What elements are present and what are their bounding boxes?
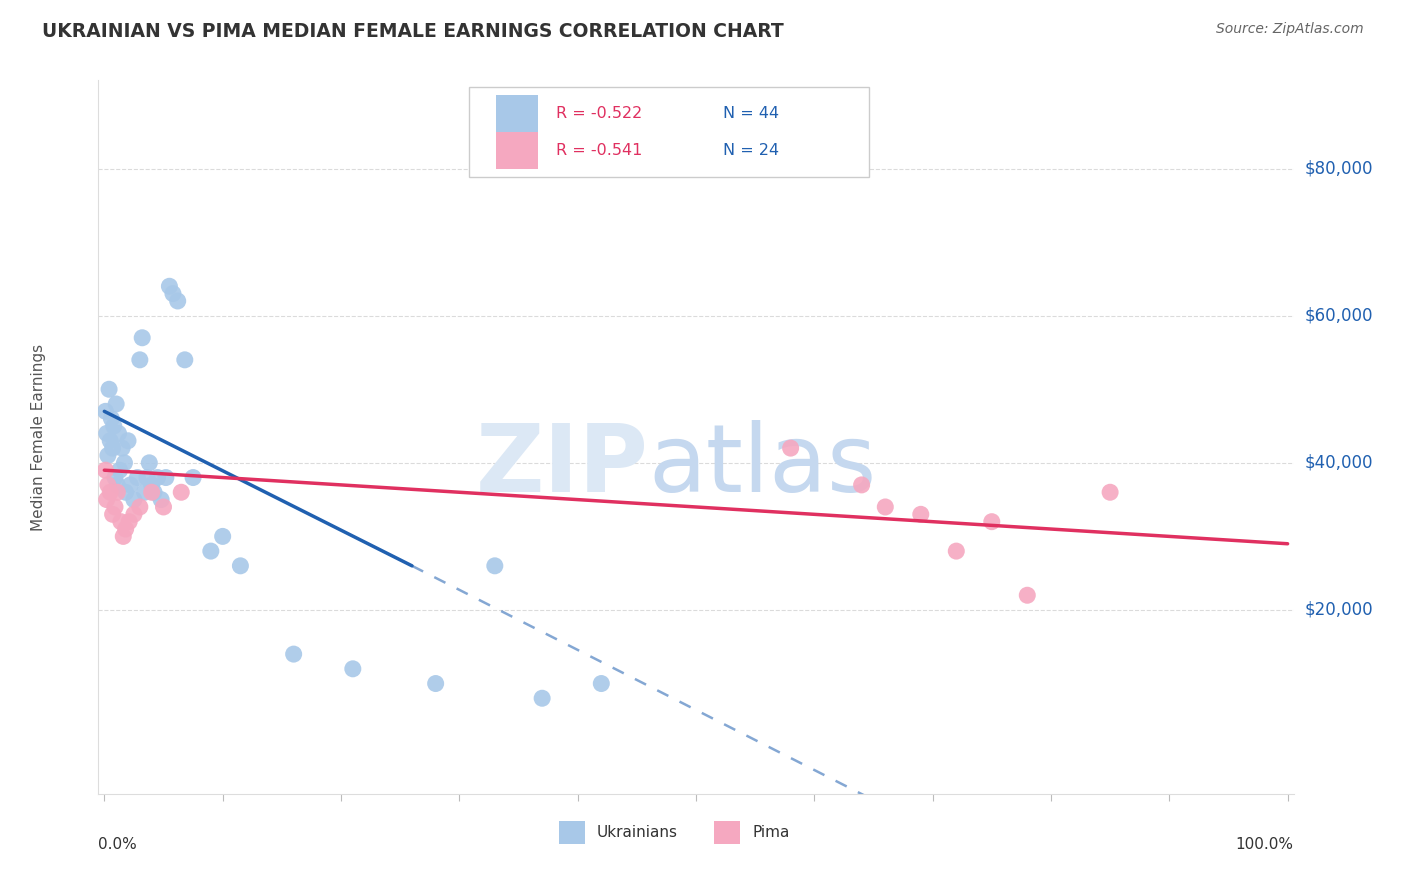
Point bbox=[105, 478, 128, 492]
Point bbox=[146, 470, 169, 484]
Point bbox=[98, 382, 121, 396]
Text: $80,000: $80,000 bbox=[1305, 160, 1374, 178]
Point bbox=[136, 470, 159, 484]
Point bbox=[100, 411, 122, 425]
Point bbox=[531, 691, 554, 706]
Point bbox=[945, 544, 967, 558]
Point bbox=[114, 485, 136, 500]
FancyBboxPatch shape bbox=[496, 131, 538, 169]
Text: N = 44: N = 44 bbox=[724, 106, 779, 121]
Point bbox=[97, 449, 120, 463]
Text: $60,000: $60,000 bbox=[1305, 307, 1374, 325]
Point bbox=[211, 529, 233, 543]
Text: Source: ZipAtlas.com: Source: ZipAtlas.com bbox=[1216, 22, 1364, 37]
Text: Pima: Pima bbox=[752, 825, 790, 840]
Point bbox=[980, 515, 1002, 529]
Point bbox=[170, 485, 193, 500]
Point bbox=[96, 426, 118, 441]
Text: Ukrainians: Ukrainians bbox=[596, 825, 678, 840]
Point bbox=[157, 279, 180, 293]
Point bbox=[94, 463, 117, 477]
Point bbox=[94, 404, 117, 418]
Point bbox=[779, 441, 801, 455]
FancyBboxPatch shape bbox=[496, 95, 538, 133]
Point bbox=[229, 558, 252, 573]
Point bbox=[155, 470, 177, 484]
Point bbox=[105, 485, 128, 500]
Point bbox=[131, 331, 153, 345]
Point bbox=[118, 515, 141, 529]
FancyBboxPatch shape bbox=[714, 821, 740, 844]
Point bbox=[122, 492, 145, 507]
Point bbox=[101, 441, 124, 455]
Point bbox=[166, 293, 188, 308]
Text: R = -0.541: R = -0.541 bbox=[557, 143, 643, 158]
FancyBboxPatch shape bbox=[470, 87, 869, 177]
Point bbox=[1099, 485, 1122, 500]
FancyBboxPatch shape bbox=[558, 821, 585, 844]
Point bbox=[591, 676, 613, 690]
Text: $20,000: $20,000 bbox=[1305, 601, 1374, 619]
Point bbox=[128, 500, 150, 514]
Point bbox=[110, 515, 132, 529]
Point bbox=[96, 492, 118, 507]
Point bbox=[98, 485, 121, 500]
Point bbox=[111, 441, 134, 455]
Text: N = 24: N = 24 bbox=[724, 143, 779, 158]
Point bbox=[150, 492, 173, 507]
Point bbox=[120, 478, 142, 492]
Point bbox=[851, 478, 873, 492]
Text: UKRAINIAN VS PIMA MEDIAN FEMALE EARNINGS CORRELATION CHART: UKRAINIAN VS PIMA MEDIAN FEMALE EARNINGS… bbox=[42, 22, 785, 41]
Text: $40,000: $40,000 bbox=[1305, 454, 1374, 472]
Point bbox=[152, 500, 174, 514]
Point bbox=[98, 434, 121, 448]
Point bbox=[875, 500, 897, 514]
Point bbox=[283, 647, 305, 661]
Point bbox=[104, 500, 127, 514]
Text: R = -0.522: R = -0.522 bbox=[557, 106, 643, 121]
Point bbox=[138, 456, 160, 470]
Point bbox=[910, 508, 932, 522]
Text: Median Female Earnings: Median Female Earnings bbox=[31, 343, 46, 531]
Point bbox=[484, 558, 506, 573]
Text: 0.0%: 0.0% bbox=[98, 837, 138, 852]
Text: ZIP: ZIP bbox=[475, 419, 648, 512]
Point bbox=[173, 352, 195, 367]
Point bbox=[97, 478, 120, 492]
Text: 100.0%: 100.0% bbox=[1236, 837, 1294, 852]
Point bbox=[122, 508, 145, 522]
Point bbox=[114, 456, 136, 470]
Point bbox=[107, 426, 129, 441]
Point bbox=[425, 676, 447, 690]
Point bbox=[162, 286, 184, 301]
Point bbox=[141, 478, 163, 492]
Point bbox=[181, 470, 204, 484]
Point bbox=[114, 522, 136, 536]
Point bbox=[103, 419, 125, 434]
Point bbox=[112, 529, 135, 543]
Point bbox=[143, 485, 166, 500]
Point bbox=[101, 508, 124, 522]
Point bbox=[200, 544, 222, 558]
Point bbox=[134, 485, 156, 500]
Point bbox=[141, 485, 163, 500]
Point bbox=[108, 463, 131, 477]
Point bbox=[105, 397, 128, 411]
Point bbox=[127, 470, 149, 484]
Point bbox=[1017, 588, 1039, 602]
Point bbox=[104, 470, 127, 484]
Point bbox=[117, 434, 139, 448]
Point bbox=[128, 352, 150, 367]
Text: atlas: atlas bbox=[648, 419, 876, 512]
Point bbox=[342, 662, 364, 676]
